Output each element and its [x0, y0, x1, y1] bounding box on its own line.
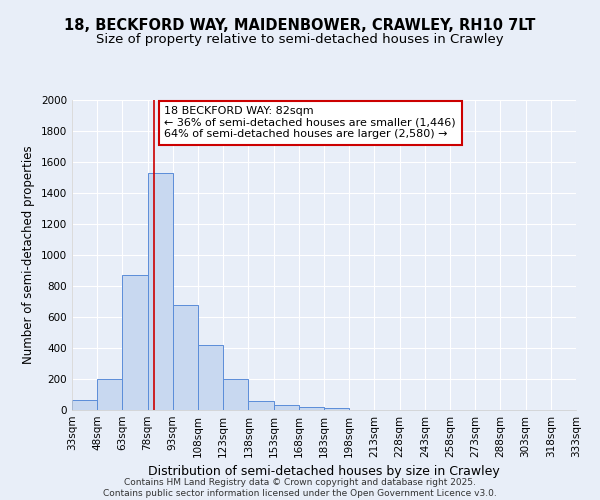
Bar: [173, 304, 198, 410]
Text: Size of property relative to semi-detached houses in Crawley: Size of property relative to semi-detach…: [96, 32, 504, 46]
Bar: [274, 406, 299, 410]
Y-axis label: Number of semi-detached properties: Number of semi-detached properties: [22, 146, 35, 364]
Bar: [148, 173, 173, 410]
Bar: [97, 379, 122, 410]
Bar: [72, 400, 97, 410]
Bar: [324, 408, 349, 410]
Text: 18 BECKFORD WAY: 82sqm
← 36% of semi-detached houses are smaller (1,446)
64% of : 18 BECKFORD WAY: 82sqm ← 36% of semi-det…: [164, 106, 456, 140]
Bar: [299, 407, 324, 410]
X-axis label: Distribution of semi-detached houses by size in Crawley: Distribution of semi-detached houses by …: [148, 466, 500, 478]
Bar: [223, 379, 248, 410]
Bar: [198, 345, 223, 410]
Bar: [122, 275, 148, 410]
Text: Contains HM Land Registry data © Crown copyright and database right 2025.
Contai: Contains HM Land Registry data © Crown c…: [103, 478, 497, 498]
Text: 18, BECKFORD WAY, MAIDENBOWER, CRAWLEY, RH10 7LT: 18, BECKFORD WAY, MAIDENBOWER, CRAWLEY, …: [64, 18, 536, 32]
Bar: [248, 400, 274, 410]
